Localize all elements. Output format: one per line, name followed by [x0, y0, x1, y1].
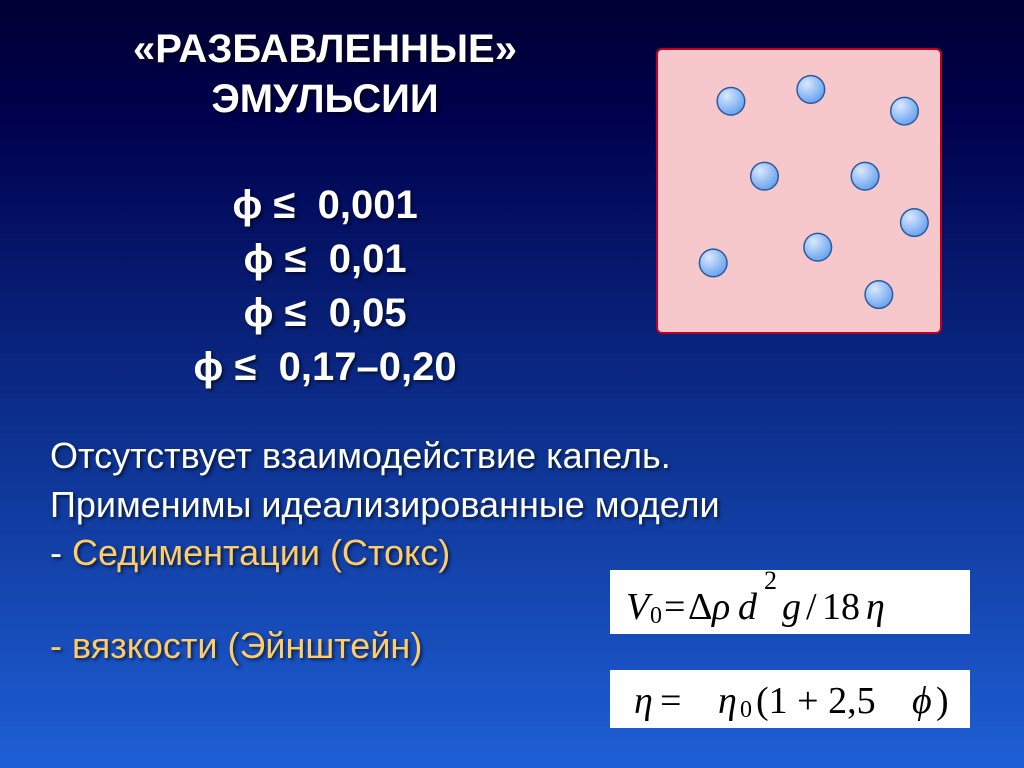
- eq2-close: ): [936, 682, 949, 720]
- phi-row-3: ϕ ≤ 0,05: [110, 286, 540, 340]
- eq1-eta: η: [866, 588, 885, 626]
- eq1-sup2: 2: [764, 568, 777, 594]
- eq2-sub0: 0: [740, 698, 752, 722]
- phi-row-4: ϕ ≤ 0,17–0,20: [110, 340, 540, 394]
- eq1-18: 18: [822, 588, 860, 626]
- eq1-delta: Δ: [688, 588, 712, 626]
- phi-row-2: ϕ ≤ 0,01: [110, 232, 540, 286]
- droplet-icon: [901, 209, 929, 237]
- phi-row-1: ϕ ≤ 0,001: [110, 178, 540, 232]
- stokes-equation: V 0 = Δ ρ d 2 g / 18 η: [610, 570, 970, 634]
- droplet-icon: [751, 162, 779, 190]
- droplet-icon: [797, 76, 825, 104]
- eq1-rho: ρ: [712, 588, 730, 626]
- eq2-paren: (1 + 2,5: [756, 682, 876, 720]
- sedimentation-label: Cедиментации (Стокс): [62, 532, 450, 573]
- title-line-1: «РАЗБАВЛЕННЫЕ»: [133, 27, 517, 71]
- droplet-icon: [865, 281, 893, 309]
- emulsion-diagram: [656, 48, 942, 334]
- eq2-eta0: η: [718, 682, 737, 720]
- body-line-1: Отсутствует взаимодействие капель.: [50, 432, 950, 481]
- phi-conditions: ϕ ≤ 0,001 ϕ ≤ 0,01 ϕ ≤ 0,05 ϕ ≤ 0,17–0,2…: [110, 178, 540, 394]
- body-line-2: Применимы идеализированные модели: [50, 481, 950, 530]
- droplet-icon: [717, 87, 745, 115]
- eq2-eq: =: [660, 682, 681, 720]
- droplet-icon: [891, 97, 919, 125]
- slide-root: «РАЗБАВЛЕННЫЕ» ЭМУЛЬСИИ ϕ ≤ 0,001 ϕ ≤ 0,…: [0, 0, 1024, 768]
- eq1-d: d: [738, 588, 757, 626]
- eq1-eq: =: [664, 588, 685, 626]
- slide-title: «РАЗБАВЛЕННЫЕ» ЭМУЛЬСИИ: [90, 24, 560, 124]
- droplet-icon: [851, 162, 879, 190]
- droplet-icon: [804, 233, 832, 261]
- eq1-sub0: 0: [650, 604, 662, 628]
- title-line-2: ЭМУЛЬСИИ: [211, 77, 438, 121]
- eq2-eta: η: [634, 682, 653, 720]
- einstein-equation: η = η 0 (1 + 2,5 ϕ ): [610, 670, 970, 728]
- eq1-V: V: [626, 588, 649, 626]
- body-text: Отсутствует взаимодействие капель. Приме…: [50, 432, 950, 670]
- dash-1: -: [50, 532, 62, 573]
- eq1-slash: /: [806, 588, 817, 626]
- eq2-phi: ϕ: [912, 682, 932, 720]
- droplet-icon: [699, 249, 727, 277]
- viscosity-label: - вязкости (Эйнштейн): [50, 625, 422, 666]
- eq1-g: g: [782, 588, 801, 626]
